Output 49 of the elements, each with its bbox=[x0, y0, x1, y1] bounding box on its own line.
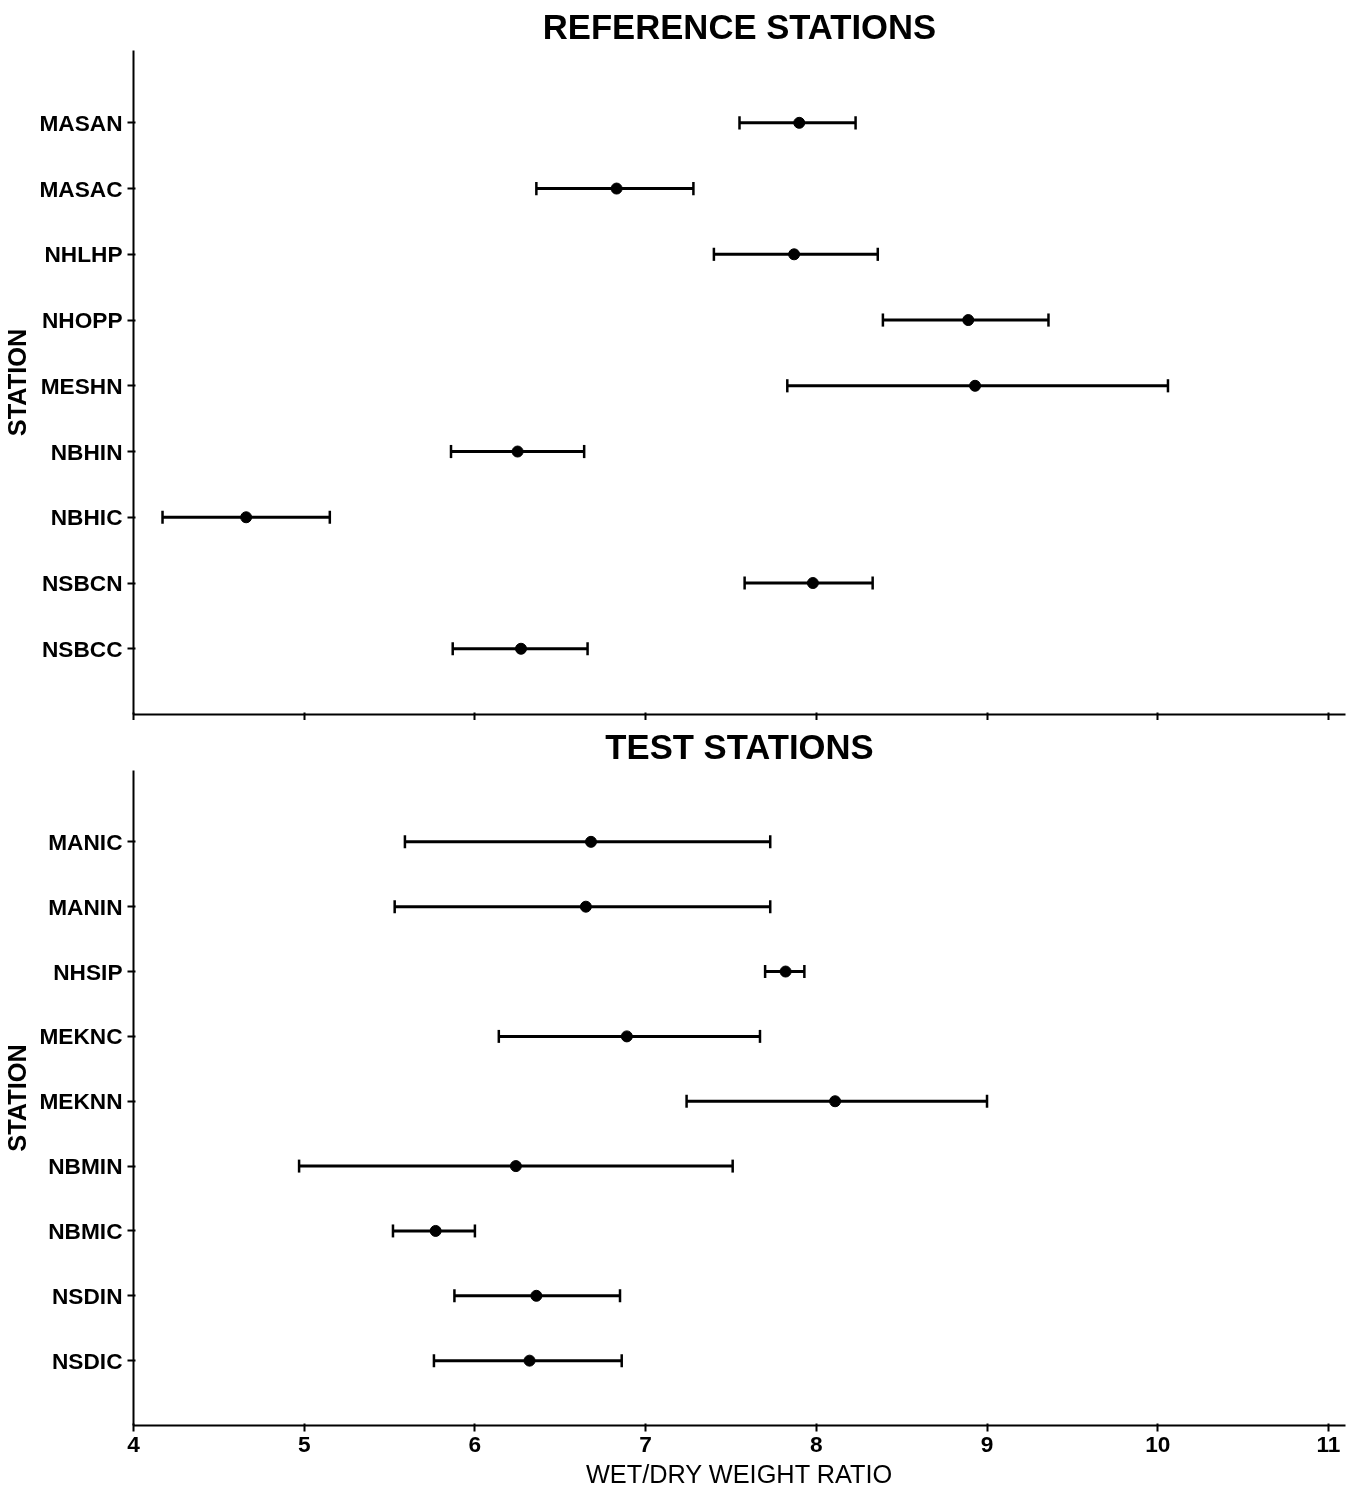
chart-title: REFERENCE STATIONS bbox=[542, 7, 937, 46]
y-axis-title: STATION bbox=[3, 328, 32, 437]
point bbox=[515, 642, 527, 655]
x-tick-label: 7 bbox=[639, 1430, 652, 1457]
y-tick-label: NSBCC bbox=[41, 635, 123, 662]
chart-title: TEST STATIONS bbox=[605, 727, 874, 766]
y-tick-label: NHSIP bbox=[53, 958, 123, 985]
y-tick-label: NBMIC bbox=[48, 1217, 123, 1244]
point bbox=[806, 577, 819, 589]
point bbox=[793, 116, 806, 129]
x-tick-label: 6 bbox=[468, 1430, 482, 1457]
x-tick-label: 10 bbox=[1145, 1430, 1171, 1457]
point bbox=[523, 1354, 536, 1367]
x-tick-label: 9 bbox=[980, 1430, 994, 1457]
y-tick-label: MANIN bbox=[48, 893, 123, 920]
point bbox=[610, 182, 623, 195]
x-axis-title: WET/DRY WEIGHT RATIO bbox=[585, 1459, 893, 1488]
x-tick-label: 4 bbox=[127, 1430, 141, 1457]
point bbox=[969, 379, 982, 392]
y-tick-label: MANIC bbox=[48, 828, 123, 855]
point bbox=[240, 511, 253, 524]
point bbox=[584, 835, 597, 848]
point bbox=[779, 965, 792, 978]
x-tick-label: 11 bbox=[1316, 1430, 1341, 1457]
y-tick-label: NBMIN bbox=[48, 1153, 123, 1180]
y-tick-label: NSDIN bbox=[52, 1282, 123, 1309]
y-tick-label: MESHN bbox=[40, 372, 123, 399]
y-tick-label: MASAN bbox=[39, 109, 123, 136]
y-tick-label: MASAC bbox=[39, 175, 123, 202]
y-axis-title: STATION bbox=[3, 1044, 32, 1152]
x-tick-label: 8 bbox=[810, 1430, 823, 1457]
y-tick-label: NHOPP bbox=[41, 307, 123, 334]
y-tick-label: MEKNC bbox=[39, 1023, 123, 1050]
y-tick-label: NSBCN bbox=[41, 570, 123, 597]
y-tick-label: NSDIC bbox=[52, 1347, 123, 1374]
y-tick-label: MEKNN bbox=[39, 1088, 123, 1115]
y-tick-label: NBHIN bbox=[50, 438, 123, 465]
point bbox=[579, 900, 592, 913]
x-tick-label: 5 bbox=[297, 1430, 311, 1457]
point bbox=[829, 1095, 842, 1108]
point bbox=[962, 314, 975, 327]
point bbox=[620, 1030, 633, 1043]
point bbox=[530, 1289, 543, 1302]
point bbox=[788, 248, 801, 261]
point bbox=[511, 445, 524, 458]
y-tick-label: NHLHP bbox=[44, 241, 123, 268]
point bbox=[429, 1224, 442, 1237]
point bbox=[509, 1160, 522, 1173]
y-tick-label: NBHIC bbox=[50, 504, 123, 531]
